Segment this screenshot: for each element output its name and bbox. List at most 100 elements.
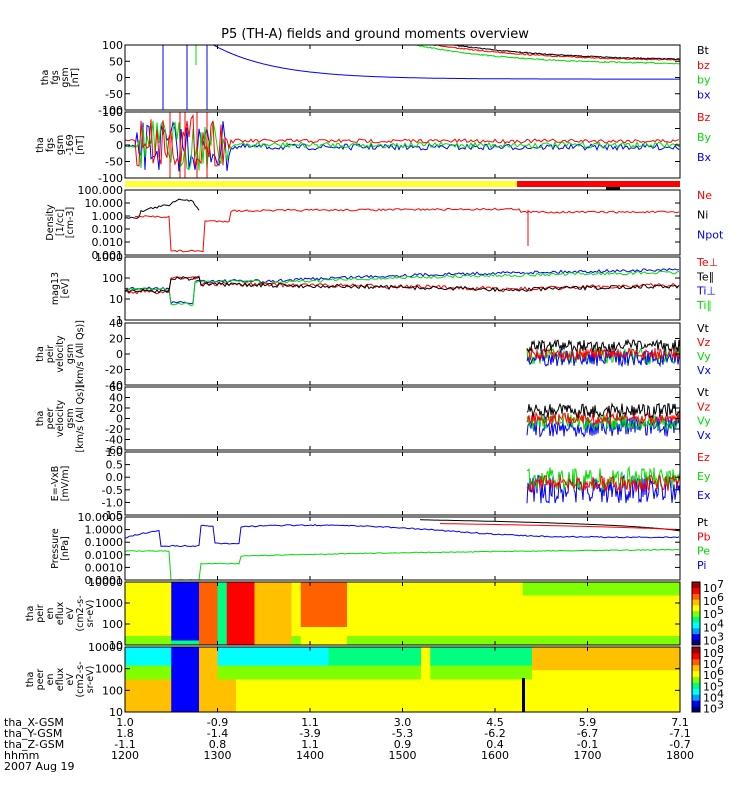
peir-spec-cell	[485, 618, 496, 623]
y-axis-label: fgs	[50, 70, 61, 84]
peir-spec-cell	[365, 600, 376, 605]
peir-spec-cell	[550, 618, 561, 623]
peer-spec-cell	[199, 702, 209, 708]
peer-spec-cell	[152, 665, 163, 671]
peir-spec-cell	[263, 582, 274, 587]
peer-spec-cell	[143, 702, 154, 708]
peer-spec-cell	[226, 670, 237, 676]
peir-spec-cell	[467, 609, 477, 614]
peir-spec-cell	[226, 631, 237, 637]
peir-spec-cell	[310, 586, 320, 592]
peer-spec-cell	[263, 651, 274, 657]
peir-spec-cell	[458, 586, 468, 592]
peir-spec-cell	[134, 595, 144, 601]
peer-spec-cell	[236, 651, 246, 657]
peer-spec-cell	[448, 698, 459, 704]
peer-spec-cell	[670, 665, 681, 671]
peer-spec-cell	[633, 698, 644, 704]
peer-spec-cell	[236, 698, 246, 704]
colorbar-exponent: 7	[717, 578, 724, 591]
peer-spec-cell	[615, 698, 625, 704]
peer-spec-cell	[134, 693, 144, 699]
y-axis-label: tha	[25, 672, 36, 688]
peer-spec-cell	[402, 651, 413, 657]
peer-spec-cell	[411, 665, 422, 671]
peer-spec-cell	[421, 656, 431, 662]
peir-spec-cell	[384, 591, 394, 596]
peir-spec-cell	[421, 582, 431, 587]
peer-spec-cell	[467, 688, 477, 694]
peer-spec-cell	[476, 693, 487, 699]
peer-spec-cell	[162, 684, 172, 690]
legend-entry: Npot	[697, 228, 724, 241]
colorbar-exponent: 4	[717, 617, 724, 630]
peir-spec-cell	[347, 582, 357, 587]
peer-spec-cell	[430, 702, 440, 708]
y-tick-label: 10	[109, 293, 123, 306]
peir-spec-cell	[578, 613, 588, 619]
peir-spec-cell	[226, 618, 237, 623]
peir-spec-cell	[236, 622, 246, 628]
peir-spec-cell	[606, 591, 616, 596]
peer-spec-cell	[559, 656, 570, 662]
peir-spec-cell	[356, 609, 366, 614]
peir-spec-cell	[356, 636, 366, 641]
peir-spec-cell	[448, 618, 459, 623]
peir-spec-cell	[421, 609, 431, 614]
peer-spec-cell	[347, 707, 357, 713]
peir-spec-cell	[402, 640, 413, 646]
peer-spec-cell	[310, 698, 320, 704]
peer-spec-cell	[532, 651, 542, 657]
peir-spec-cell	[485, 631, 496, 637]
peer-spec-cell	[356, 651, 366, 657]
peer-spec-cell	[319, 674, 329, 680]
peir-spec-cell	[485, 586, 496, 592]
peir-spec-cell	[458, 622, 468, 628]
peer-spec-cell	[670, 674, 681, 680]
peir-spec-cell	[541, 604, 551, 610]
peir-spec-cell	[208, 631, 218, 637]
density-ni	[124, 198, 200, 219]
peer-spec-cell	[606, 707, 616, 713]
peer-spec-cell	[328, 674, 339, 680]
x-tick-label: 3.0	[394, 716, 412, 729]
colorbar-exponent: 3	[717, 698, 724, 711]
y-axis-label: [eV]	[60, 279, 71, 299]
peer-spec-cell	[495, 651, 505, 657]
peir-spec-cell	[495, 622, 505, 628]
peir-spec-cell	[606, 622, 616, 628]
peir-spec-cell	[624, 609, 635, 614]
peir-spec-cell	[411, 640, 422, 646]
peir-spec-cell	[504, 595, 514, 601]
peir-spec-cell	[522, 604, 533, 610]
y-axis-label: eflux	[55, 601, 66, 625]
peir-spec-cell	[587, 613, 598, 619]
peer-spec-cell	[624, 698, 635, 704]
peir-spec-cell	[152, 640, 163, 646]
peir-spec-cell	[430, 586, 440, 592]
y-axis-label: E=-VxB	[50, 466, 61, 501]
peer-spec-cell	[606, 670, 616, 676]
peer-spec-cell	[402, 684, 413, 690]
peer-spec-cell	[365, 693, 376, 699]
peer-spec-cell	[143, 670, 154, 676]
peir-spec-cell	[291, 595, 302, 601]
peir-spec-cell	[458, 640, 468, 646]
peer-spec-cell	[633, 651, 644, 657]
peer-spec-cell	[300, 656, 311, 662]
peir-spec-cell	[532, 636, 542, 641]
peir-spec-cell	[559, 627, 570, 632]
peer-spec-cell	[273, 674, 283, 680]
y-tick-label: 0	[116, 413, 123, 426]
peer-spec-cell	[411, 698, 422, 704]
peer-spec-cell	[199, 674, 209, 680]
peir-spec-cell	[596, 591, 607, 596]
peir-spec-cell	[550, 627, 561, 632]
peir-spec-cell	[513, 640, 524, 646]
peir-spec-cell	[162, 604, 172, 610]
peer-spec-cell	[596, 702, 607, 708]
peer-spec-cell	[300, 693, 311, 699]
peir-spec-cell	[384, 609, 394, 614]
peir-spec-cell	[458, 591, 468, 596]
peir-spec-cell	[143, 595, 154, 601]
